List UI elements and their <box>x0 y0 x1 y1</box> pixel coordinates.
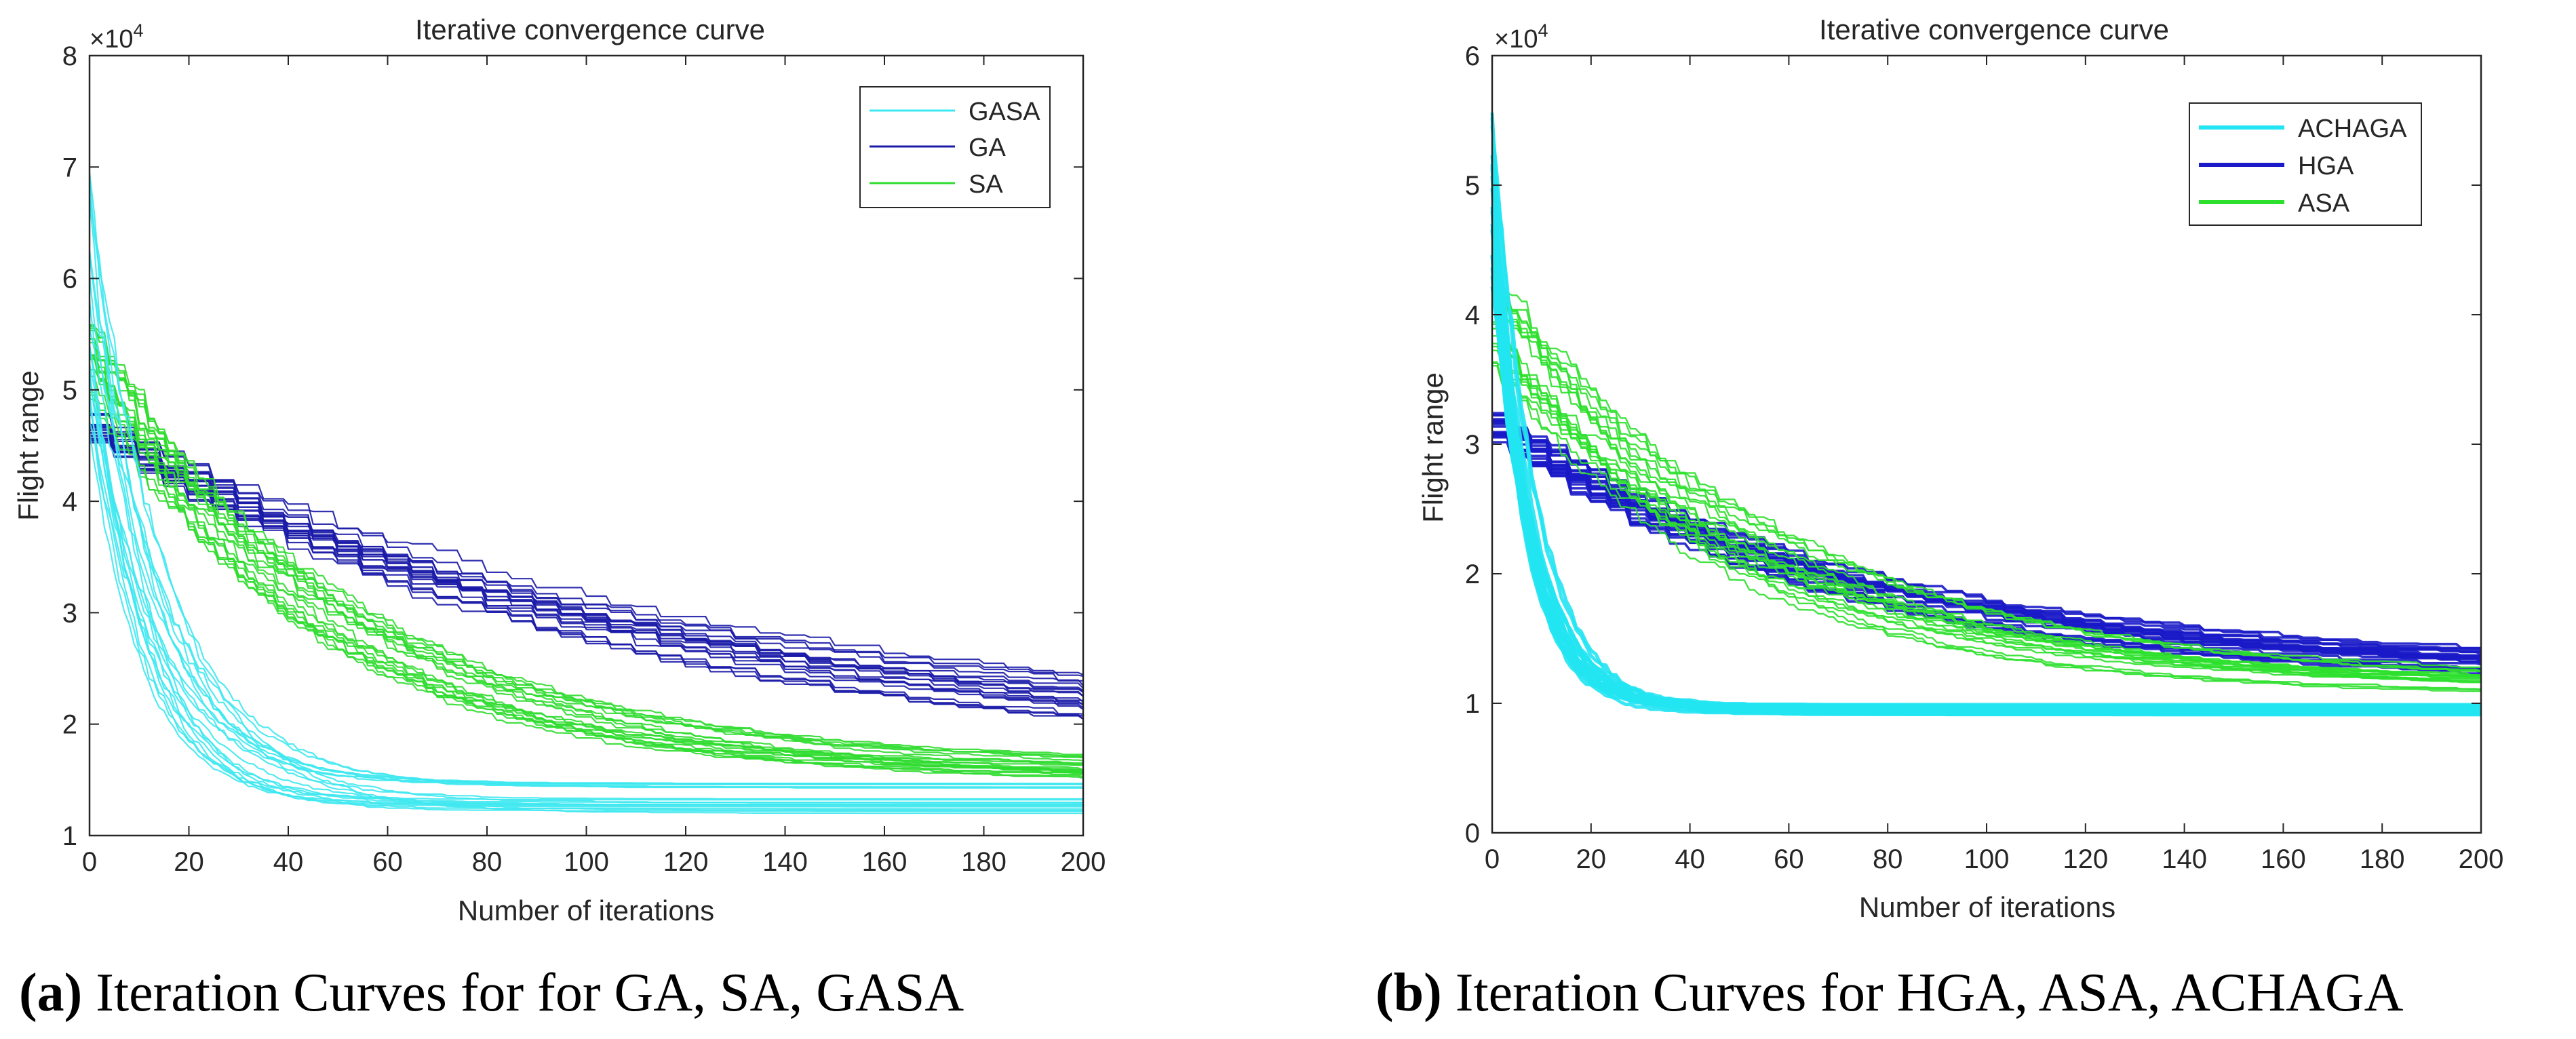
chart-title: Iterative convergence curve <box>415 14 765 45</box>
x-tick-label: 180 <box>2360 844 2405 874</box>
series-line-ga <box>90 424 1084 703</box>
y-tick-label: 3 <box>1465 430 1480 460</box>
series-line-asa <box>1492 335 2481 682</box>
series-line-gasa <box>88 301 1083 788</box>
legend: GASA GA SA <box>859 86 1051 208</box>
x-tick-label: 200 <box>1061 847 1106 877</box>
y-tick-label: 6 <box>62 264 77 294</box>
legend-label-asa: ASA <box>2298 189 2350 218</box>
series-line-gasa <box>88 406 1083 801</box>
series-lines <box>88 172 1084 815</box>
series-line-gasa <box>88 179 1084 815</box>
series-line-asa <box>1492 292 2481 683</box>
y-tick-label: 5 <box>1465 171 1480 201</box>
chart-title: Iterative convergence curve <box>1819 14 2169 45</box>
series-line-asa <box>1492 365 2481 680</box>
y-axis-label: Flight range <box>1417 372 1449 523</box>
series-line-ga <box>90 414 1084 676</box>
legend-label-ga: GA <box>969 134 1007 162</box>
x-tick-label: 180 <box>961 847 1007 877</box>
series-line-sa <box>90 342 1083 775</box>
series-line-asa <box>1492 321 2481 690</box>
y-tick-label: 8 <box>62 41 77 71</box>
y-tick-label: 4 <box>1465 300 1480 330</box>
y-tick-label: 5 <box>62 376 77 406</box>
y-tick-label: 7 <box>62 153 77 182</box>
axis-ticks: 0 20 40 60 80 100 120 140 160 180 200 0 1 2 3 4 5 6 <box>1465 41 2504 874</box>
x-tick-label: 100 <box>1964 844 2010 874</box>
series-line-sa <box>90 357 1083 772</box>
series-line-sa <box>90 326 1083 766</box>
x-tick-label: 80 <box>472 847 503 877</box>
axis-ticks: 0 20 40 60 80 100 120 140 160 180 200 1 2 3 4 5 6 7 8 <box>62 41 1106 877</box>
x-tick-label: 80 <box>1873 844 1903 874</box>
series-line-gasa <box>88 370 1083 800</box>
chart-panel-b: Iterative convergence curve ×104 0 20 40 60… <box>1375 14 2503 1023</box>
x-tick-label: 40 <box>273 847 304 877</box>
series-line-asa <box>1492 328 2481 683</box>
series-line-gasa <box>88 201 1083 807</box>
x-tick-label: 60 <box>372 847 403 877</box>
x-tick-label: 40 <box>1675 844 1705 874</box>
y-exponent-label: ×104 <box>1494 20 1548 54</box>
y-tick-label: 4 <box>62 487 77 517</box>
y-tick-label: 1 <box>1465 689 1480 719</box>
x-axis-label: Number of iterations <box>1859 891 2115 923</box>
x-tick-label: 120 <box>663 847 709 877</box>
series-line-sa <box>90 394 1084 776</box>
series-line-gasa <box>88 421 1083 806</box>
y-axis-label: Flight range <box>12 370 44 521</box>
series-line-asa <box>1492 290 2481 668</box>
series-line-gasa <box>88 172 1083 785</box>
series-line-ga <box>90 414 1084 710</box>
legend: ACHAGA HGA ASA <box>2189 102 2422 226</box>
x-axis-label: Number of iterations <box>458 895 714 926</box>
series-line-ga <box>90 412 1084 686</box>
series-line-ga <box>90 431 1083 682</box>
x-tick-label: 20 <box>1576 844 1607 874</box>
y-tick-label: 6 <box>1465 41 1480 71</box>
legend-label-sa: SA <box>969 170 1003 199</box>
y-tick-label: 3 <box>62 598 77 628</box>
series-lines <box>1490 112 2482 717</box>
series-line-asa <box>1492 342 2481 684</box>
y-exponent-label: ×104 <box>90 20 144 54</box>
series-line-sa <box>90 338 1083 773</box>
x-tick-label: 200 <box>2459 844 2504 874</box>
series-line-ga <box>90 425 1084 709</box>
y-tick-label: 1 <box>62 821 77 851</box>
x-tick-label: 140 <box>2162 844 2207 874</box>
series-line-achaga <box>1490 224 2481 708</box>
caption-a: (a) Iteration Curves for for GA, SA, GAS… <box>19 963 964 1023</box>
series-line-gasa <box>88 376 1083 785</box>
x-tick-label: 20 <box>174 847 204 877</box>
x-tick-label: 60 <box>1774 844 1804 874</box>
x-tick-label: 140 <box>762 847 808 877</box>
legend-label-hga: HGA <box>2298 152 2354 180</box>
chart-panel-a: Iterative convergence curve ×104 0 20 40 60… <box>12 14 1106 1023</box>
series-line-sa <box>90 326 1084 778</box>
series-line-ga <box>90 427 1084 717</box>
legend-label-achaga: ACHAGA <box>2298 115 2407 143</box>
series-line-asa <box>1492 277 2482 673</box>
y-tick-label: 0 <box>1465 819 1480 848</box>
x-tick-label: 0 <box>1485 844 1500 874</box>
series-line-achaga <box>1490 166 2481 714</box>
x-tick-label: 0 <box>82 847 97 877</box>
x-tick-label: 160 <box>862 847 908 877</box>
y-tick-label: 2 <box>62 710 77 740</box>
series-line-gasa <box>88 392 1083 808</box>
y-tick-label: 2 <box>1465 560 1480 589</box>
x-tick-label: 160 <box>2261 844 2306 874</box>
x-tick-label: 120 <box>2063 844 2108 874</box>
caption-b: (b) Iteration Curves for HGA, ASA, ACHAG… <box>1375 963 2404 1023</box>
x-tick-label: 100 <box>564 847 609 877</box>
legend-label-gasa: GASA <box>969 98 1040 126</box>
series-line-ga <box>90 437 1084 706</box>
series-line-ga <box>90 439 1084 693</box>
